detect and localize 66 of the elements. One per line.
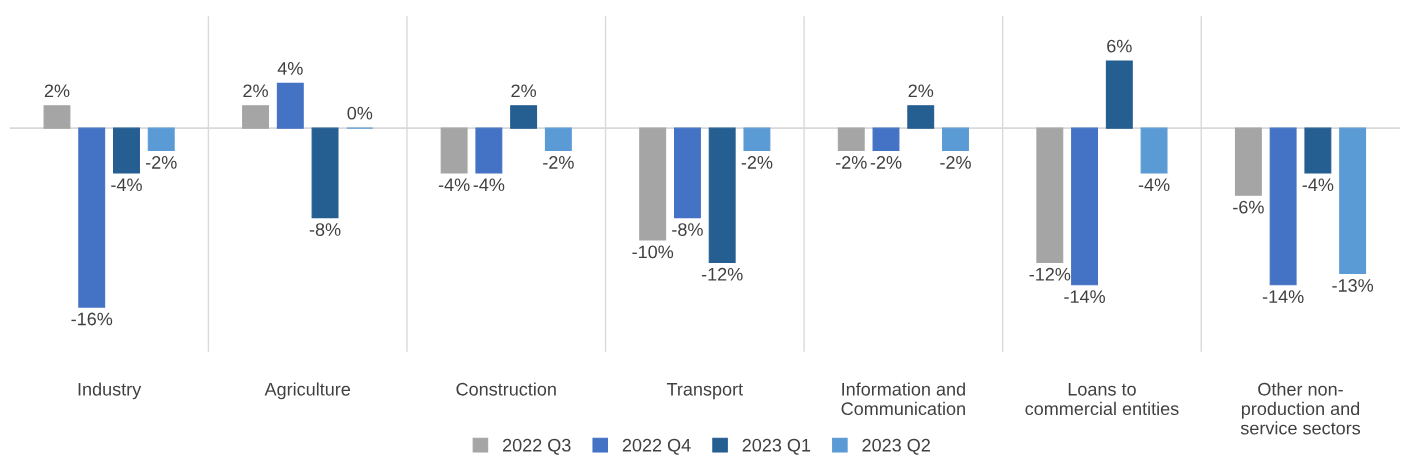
bar	[242, 105, 270, 129]
data-label: -2%	[836, 156, 867, 169]
data-label: -4%	[1302, 178, 1334, 192]
x-tick-label: Loans to commercial entities	[1025, 383, 1179, 416]
bar	[1304, 127, 1332, 174]
bar	[708, 127, 736, 263]
legend-label: 2022 Q4	[622, 438, 691, 455]
data-label: -6%	[1233, 200, 1264, 214]
data-label: -13%	[1332, 279, 1374, 292]
bar	[440, 127, 468, 174]
bar	[43, 105, 71, 129]
x-tick-label: Other non- production and service sectors	[1240, 382, 1361, 435]
data-label: -4%	[473, 178, 505, 192]
data-label: -4%	[1138, 178, 1170, 192]
data-label: -16%	[71, 312, 113, 326]
bar	[1339, 127, 1367, 275]
bar	[510, 105, 538, 129]
bar	[113, 127, 140, 174]
bar	[837, 127, 865, 152]
bar	[1036, 127, 1064, 263]
data-label: 2%	[243, 84, 268, 98]
data-label: -12%	[1029, 267, 1071, 281]
bar	[78, 127, 106, 308]
data-label: -4%	[438, 178, 470, 192]
data-label: -10%	[632, 245, 674, 259]
bar	[907, 105, 935, 129]
bar	[276, 82, 304, 129]
bar	[942, 127, 969, 152]
data-label: 2%	[908, 84, 934, 98]
data-label: 4%	[277, 62, 303, 75]
legend-label: 2023 Q2	[862, 438, 930, 455]
data-label: -2%	[741, 156, 773, 169]
bar	[1234, 127, 1262, 196]
bar	[743, 127, 771, 152]
data-label: -2%	[940, 156, 971, 169]
bar	[1140, 127, 1168, 174]
x-tick-label: Agriculture	[264, 382, 351, 400]
data-label: -4%	[111, 178, 142, 192]
data-label: -8%	[672, 223, 703, 236]
bar	[475, 127, 503, 174]
x-tick-label: Industry	[78, 382, 142, 400]
bar	[1269, 127, 1297, 286]
bar	[872, 127, 900, 152]
bar	[639, 127, 667, 241]
data-label: 2%	[44, 84, 70, 98]
data-label: -12%	[701, 267, 743, 281]
data-label: -2%	[145, 156, 177, 169]
bar	[311, 127, 339, 219]
legend-label: 2023 Q1	[742, 438, 811, 455]
data-label: -2%	[870, 156, 902, 169]
data-label: -14%	[1262, 290, 1304, 303]
data-label: 2%	[511, 84, 537, 98]
data-label: -2%	[543, 156, 574, 169]
bar	[1105, 60, 1133, 129]
bar	[544, 127, 572, 152]
legend-label: 2022 Q3	[502, 438, 571, 455]
bar	[1071, 127, 1099, 286]
data-label: 0%	[347, 106, 373, 120]
data-label: -8%	[309, 223, 341, 236]
x-tick-label: Information and Communication	[841, 382, 965, 416]
data-label: -14%	[1064, 290, 1105, 303]
data-label: 6%	[1107, 39, 1132, 53]
x-tick-label: Construction	[456, 382, 556, 396]
bar	[147, 127, 175, 152]
x-tick-label: Transport	[666, 383, 743, 400]
bar	[673, 127, 701, 219]
